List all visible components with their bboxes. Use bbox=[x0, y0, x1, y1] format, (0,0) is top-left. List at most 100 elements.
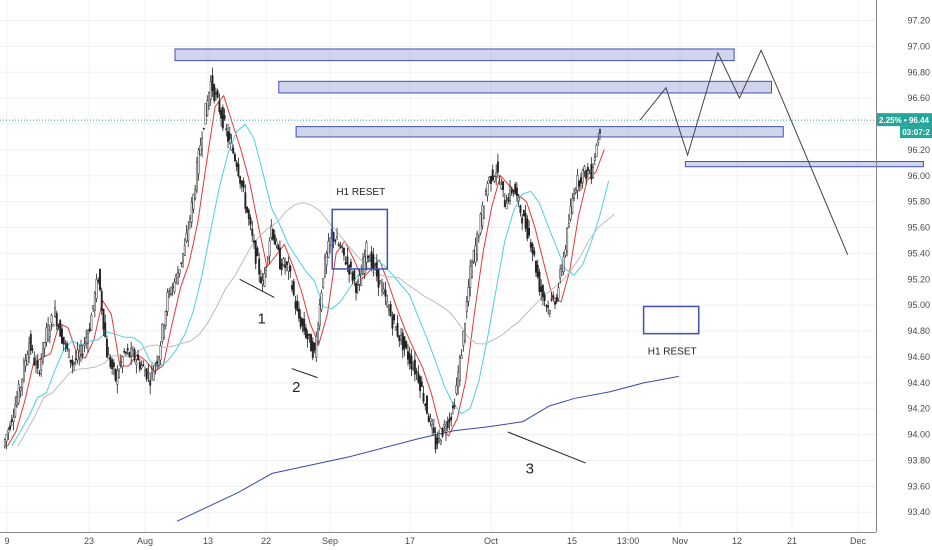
candle-body bbox=[592, 167, 595, 178]
candle-body bbox=[503, 199, 506, 208]
candle-body bbox=[550, 298, 553, 301]
candle-body bbox=[453, 405, 456, 407]
candle-body bbox=[434, 435, 437, 450]
candle-body bbox=[396, 323, 399, 337]
candle-body bbox=[585, 170, 588, 180]
candle-body bbox=[486, 183, 489, 197]
candle-body bbox=[216, 90, 219, 98]
h1-reset-box bbox=[331, 208, 389, 270]
candle-body bbox=[301, 318, 304, 326]
candle-body bbox=[28, 342, 31, 358]
moving-averages bbox=[7, 94, 679, 522]
candle-body bbox=[560, 268, 563, 272]
candle-body bbox=[171, 286, 174, 289]
candle-body bbox=[284, 264, 287, 268]
candle-body bbox=[460, 355, 463, 359]
candle-body bbox=[287, 262, 290, 272]
candle-body bbox=[467, 286, 470, 302]
candle-body bbox=[59, 320, 62, 337]
candle-body bbox=[465, 301, 468, 313]
candle-body bbox=[541, 285, 544, 297]
candle-body bbox=[135, 361, 138, 365]
candle-body bbox=[581, 169, 584, 184]
candle-body bbox=[230, 142, 233, 151]
candle-body bbox=[526, 218, 529, 239]
candle-body bbox=[227, 131, 229, 142]
candle-body bbox=[443, 424, 446, 427]
candle-body bbox=[408, 353, 411, 364]
candle-body bbox=[349, 261, 352, 268]
candle-body bbox=[578, 180, 581, 187]
candle-body bbox=[540, 286, 543, 292]
candle-body bbox=[199, 145, 202, 156]
candle-body bbox=[472, 250, 475, 262]
x-tick-label: 22 bbox=[261, 536, 271, 546]
candle-body bbox=[278, 247, 281, 270]
wave-count-label: 3 bbox=[526, 460, 534, 477]
candle-body bbox=[282, 258, 285, 266]
y-tick-label: 96.20 bbox=[907, 145, 930, 155]
candle-body bbox=[393, 314, 396, 321]
candle-body bbox=[109, 357, 112, 368]
price-axis: 97.2097.0096.8096.6096.4096.2096.0095.80… bbox=[876, 0, 930, 532]
candle-body bbox=[569, 206, 572, 220]
y-tick-label: 95.20 bbox=[907, 274, 930, 284]
candle-body bbox=[272, 229, 274, 240]
candle-body bbox=[249, 217, 252, 225]
candle-body bbox=[41, 342, 44, 362]
candle-body bbox=[121, 356, 124, 368]
candle-body bbox=[311, 341, 314, 358]
candle-body bbox=[332, 232, 335, 241]
candle-body bbox=[242, 180, 245, 188]
candle-body bbox=[280, 263, 283, 271]
candle-body bbox=[67, 348, 70, 358]
candle-body bbox=[536, 264, 539, 277]
candle-body bbox=[498, 182, 501, 184]
candle-body bbox=[256, 248, 259, 256]
candle-body bbox=[202, 127, 205, 130]
x-tick-label: 17 bbox=[405, 536, 415, 546]
candle-body bbox=[95, 278, 98, 299]
candle-body bbox=[493, 176, 496, 182]
candle-body bbox=[586, 167, 589, 172]
candle-body bbox=[112, 362, 115, 368]
candle-body bbox=[593, 157, 596, 161]
candle-body bbox=[559, 268, 562, 279]
resistance-zones[interactable] bbox=[174, 48, 924, 168]
resistance-zone bbox=[174, 48, 735, 62]
candle-body bbox=[40, 359, 43, 371]
candle-body bbox=[401, 332, 404, 351]
candle-body bbox=[294, 301, 297, 309]
candle-body bbox=[548, 310, 551, 314]
candle-body bbox=[517, 197, 520, 202]
candle-body bbox=[533, 250, 536, 256]
candle-body bbox=[436, 437, 439, 445]
candle-body bbox=[597, 139, 600, 143]
x-tick-label: Aug bbox=[137, 536, 153, 546]
candle-body bbox=[185, 233, 188, 242]
candle-body bbox=[450, 416, 453, 420]
candle-body bbox=[137, 354, 140, 361]
candle-body bbox=[19, 387, 22, 392]
candle-body bbox=[275, 240, 278, 246]
candle-body bbox=[313, 342, 316, 351]
candle-body bbox=[320, 292, 323, 310]
candle-body bbox=[448, 418, 451, 422]
y-tick-label: 96.00 bbox=[907, 171, 930, 181]
candle-body bbox=[29, 334, 32, 351]
candle-body bbox=[322, 278, 325, 288]
candle-body bbox=[432, 427, 435, 434]
candle-body bbox=[323, 257, 326, 277]
candle-body bbox=[152, 370, 155, 381]
candle-body bbox=[595, 144, 598, 157]
candle-body bbox=[484, 191, 487, 195]
x-tick-label: 13:00 bbox=[617, 536, 640, 546]
candle-body bbox=[270, 225, 273, 238]
candle-body bbox=[156, 361, 159, 364]
candle-body bbox=[76, 349, 79, 361]
candle-body bbox=[175, 274, 178, 278]
candle-body bbox=[36, 360, 39, 369]
candle-body bbox=[491, 169, 494, 181]
candle-body bbox=[457, 371, 460, 388]
